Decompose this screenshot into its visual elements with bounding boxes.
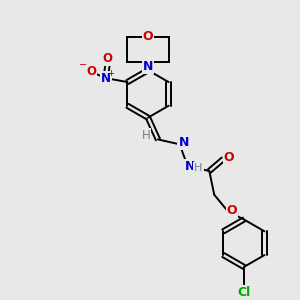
- Text: N: N: [178, 136, 189, 149]
- Text: O: O: [86, 65, 96, 78]
- Text: +: +: [107, 69, 114, 78]
- Text: N: N: [143, 60, 153, 73]
- Text: H: H: [142, 129, 150, 142]
- Text: Cl: Cl: [237, 286, 250, 299]
- Text: O: O: [103, 52, 113, 65]
- Text: N: N: [185, 160, 196, 172]
- Text: O: O: [224, 151, 234, 164]
- Text: N: N: [101, 72, 111, 85]
- Text: −: −: [79, 60, 87, 70]
- Text: O: O: [143, 30, 153, 43]
- Text: H: H: [194, 163, 202, 173]
- Text: O: O: [227, 204, 237, 217]
